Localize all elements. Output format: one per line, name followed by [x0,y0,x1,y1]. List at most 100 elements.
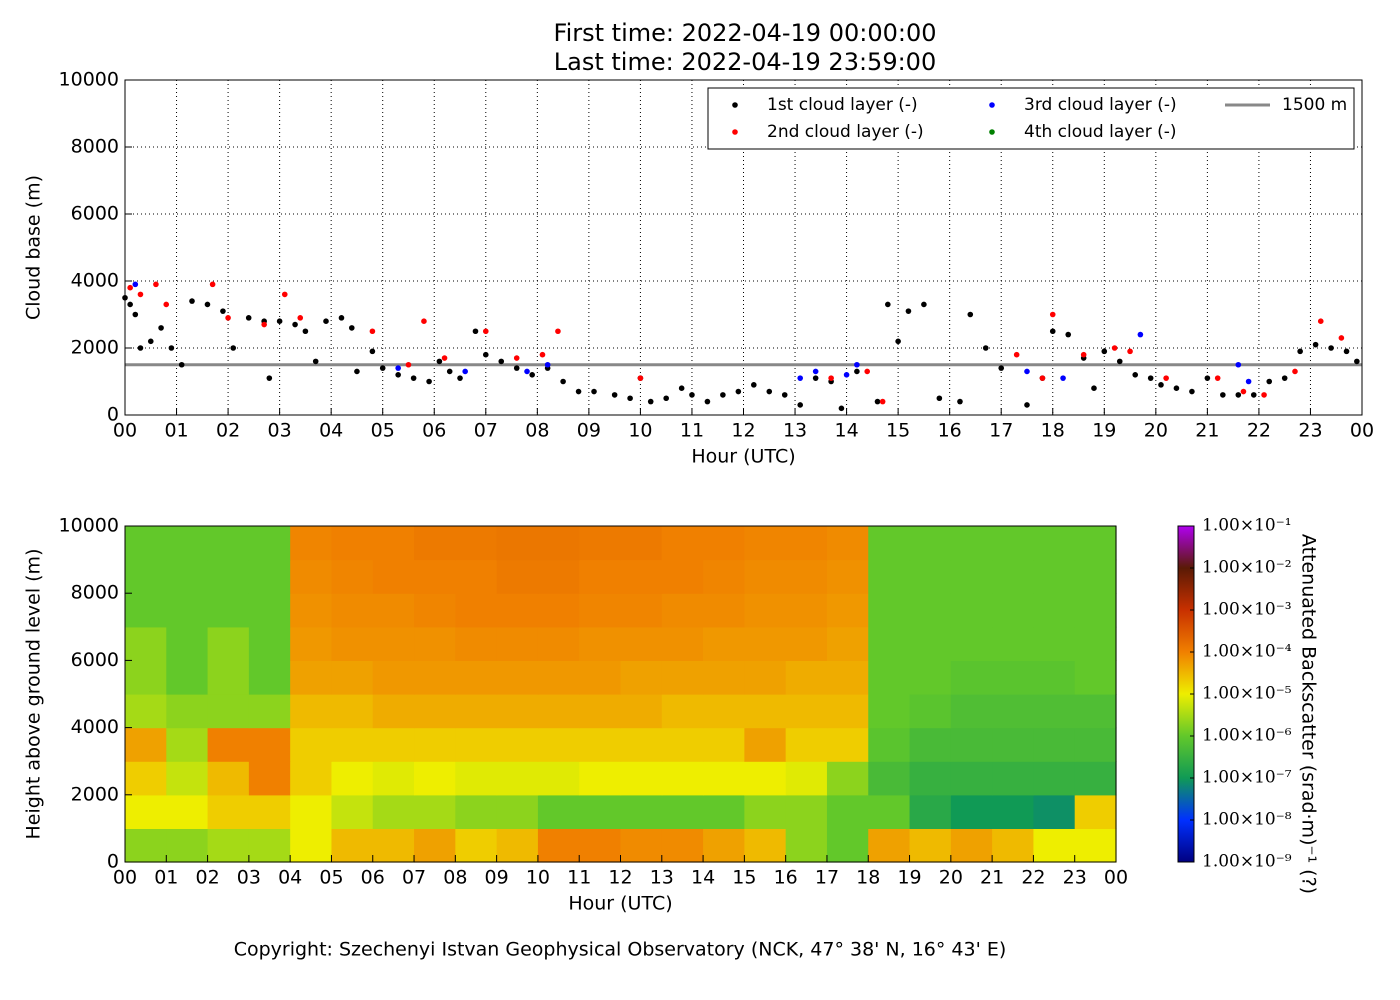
backscatter-cell [992,626,1035,661]
backscatter-cell [290,526,333,561]
y-tick-label: 10000 [59,515,119,537]
cloud-point [132,311,139,318]
backscatter-cell [414,626,456,661]
x-tick-label: 05 [371,420,395,442]
cloud-point [1024,402,1030,408]
cloud-point [153,281,159,288]
backscatter-cell [785,761,828,796]
backscatter-cell [992,559,1035,594]
backscatter-cell [661,727,704,762]
cloud-point [405,361,412,368]
colorbar-tick-label: 1.00×10⁻⁹ [1202,852,1292,872]
backscatter-cell [290,761,333,796]
backscatter-cell [992,660,1035,695]
backscatter-cell [1074,660,1117,695]
x-tick-label: 04 [278,867,302,889]
backscatter-cell [207,694,250,729]
cloud-point [1049,311,1056,318]
backscatter-cell [826,626,869,661]
backscatter-cell [1074,727,1117,762]
x-tick-label: 16 [774,867,798,889]
cloud-point [936,395,943,402]
x-tick-label: 20 [1144,420,1168,442]
backscatter-cell [826,526,869,561]
backscatter-cell [537,593,580,628]
cloud-point [874,398,881,405]
cloud-point [1328,345,1334,351]
cloud-point [1137,331,1144,338]
backscatter-cell [785,694,828,729]
backscatter-cell [372,727,415,762]
x-tick-label: 23 [1298,420,1322,442]
backscatter-cell [661,761,704,796]
cloud-point [204,301,211,308]
cloud-point [591,388,597,395]
backscatter-cell [248,559,291,594]
cloud-point [1261,392,1267,398]
cloud-point [1220,392,1226,398]
backscatter-cell [537,727,580,762]
cloud-point [276,318,283,325]
backscatter-cell [414,526,456,561]
backscatter-cell [826,828,869,863]
backscatter-cell [909,626,952,661]
cloud-point [1060,375,1066,381]
cloud-point [751,382,757,388]
cloud-point [127,284,133,291]
x-tick-label: 11 [680,420,704,442]
backscatter-cell [331,828,374,863]
backscatter-cell [744,593,787,628]
backscatter-cell [248,794,291,829]
x-tick-label: 02 [195,867,219,889]
backscatter-cell [166,626,209,661]
x-tick-label: 06 [361,867,385,889]
backscatter-cell [331,727,374,762]
backscatter-cell [703,526,745,561]
cloud-point [1240,388,1247,395]
backscatter-cell [661,828,704,863]
cloud-point [1312,341,1319,348]
backscatter-cell [496,828,539,863]
x-tick-label: 06 [422,420,446,442]
cloud-point [627,395,633,402]
x-tick-label: 09 [577,420,601,442]
backscatter-cell [1033,559,1076,594]
colorbar-label: Attenuated Backscatter (srad·m)⁻¹ (?) [1298,534,1320,894]
backscatter-cell [125,626,167,661]
cloud-point [1147,375,1154,381]
cloud-point [838,405,845,412]
backscatter-cell [826,559,869,594]
cloud-point [446,368,453,375]
backscatter-cell [785,559,828,594]
cloud-point [338,315,345,321]
backscatter-cell [950,694,993,729]
cloud-point [1214,375,1221,381]
backscatter-cell [496,559,539,594]
backscatter-cell [909,593,952,628]
cloud-point [637,375,644,381]
backscatter-cell [703,694,745,729]
backscatter-cell [992,794,1035,829]
backscatter-cell [1033,794,1076,829]
x-tick-label: 10 [628,420,652,442]
y-tick-label: 8000 [71,582,119,604]
x-tick-label: 13 [650,867,674,889]
cloud-point [663,395,669,402]
x-tick-label: 21 [1195,420,1219,442]
backscatter-cell [1074,694,1117,729]
cloud-point [781,392,788,398]
backscatter-cell [331,559,374,594]
backscatter-cell [744,526,787,561]
legend [707,87,1355,150]
backscatter-cell [414,828,456,863]
cloud-point [678,385,685,392]
backscatter-cell [703,761,745,796]
cloud-point [812,368,819,375]
backscatter-cell [207,559,250,594]
backscatter-cell [579,694,622,729]
cloud-point [1266,378,1273,385]
cloud-point [178,361,185,368]
backscatter-cell [496,794,539,829]
x-tick-label: 05 [319,867,343,889]
